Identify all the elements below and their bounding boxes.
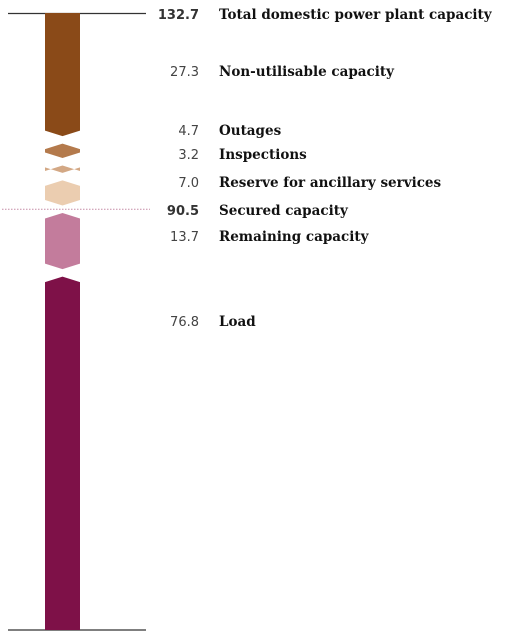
- segment-label-load: Load: [219, 314, 256, 330]
- segment-label-outages: Outages: [219, 123, 282, 139]
- segment-value-outages: 4.7: [178, 124, 199, 139]
- segment-label-reserve-for-ancillary-services: Reserve for ancillary services: [219, 175, 442, 191]
- segment-outages: [45, 143, 80, 159]
- segment-label-remaining-capacity: Remaining capacity: [219, 229, 370, 245]
- total-value: 132.7: [158, 8, 199, 23]
- secured-capacity-label: Secured capacity: [219, 203, 349, 219]
- secured-capacity-value: 90.5: [167, 204, 199, 219]
- segment-value-load: 76.8: [170, 315, 199, 330]
- segment-remaining-capacity: [45, 212, 80, 270]
- segment-value-inspections: 3.2: [178, 148, 199, 163]
- segment-non-utilisable-capacity: [45, 13, 80, 137]
- segment-inspections: [45, 165, 80, 173]
- segment-load: [45, 276, 80, 630]
- segment-label-inspections: Inspections: [219, 147, 307, 163]
- segment-value-reserve-for-ancillary-services: 7.0: [178, 176, 199, 191]
- segment-value-remaining-capacity: 13.7: [170, 230, 199, 245]
- segment-value-non-utilisable-capacity: 27.3: [170, 65, 199, 80]
- segment-label-non-utilisable-capacity: Non-utilisable capacity: [219, 64, 395, 80]
- segment-reserve-for-ancillary-services: [45, 180, 80, 206]
- total-label: Total domestic power plant capacity: [219, 7, 493, 23]
